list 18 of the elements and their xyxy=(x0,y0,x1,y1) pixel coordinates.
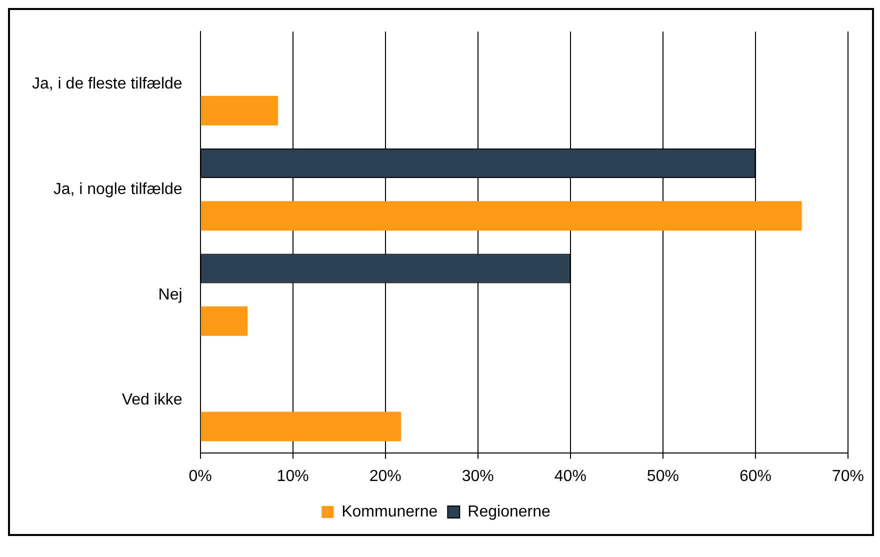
bar xyxy=(200,306,248,336)
y-tick-label: Ved ikke xyxy=(122,392,182,409)
x-tick-label: 60% xyxy=(739,468,772,485)
x-tick-label: 50% xyxy=(646,468,679,485)
y-tick-label: Ja, i de fleste tilfælde xyxy=(32,76,182,93)
x-tick-label: 20% xyxy=(369,468,402,485)
legend-label: Regionerne xyxy=(468,503,550,520)
bar xyxy=(200,96,278,126)
x-tick-label: 30% xyxy=(462,468,494,485)
bar xyxy=(200,201,802,231)
y-tick-label: Nej xyxy=(158,286,182,304)
x-tick-label: 40% xyxy=(554,468,586,485)
x-tick-label: 10% xyxy=(276,468,309,485)
x-tick-label: 0% xyxy=(188,468,212,485)
legend-label: Kommunerne xyxy=(342,503,438,520)
y-tick-label: Ja, i nogle tilfælde xyxy=(53,180,182,198)
x-tick-label: 70% xyxy=(832,468,864,485)
bar xyxy=(200,412,402,442)
